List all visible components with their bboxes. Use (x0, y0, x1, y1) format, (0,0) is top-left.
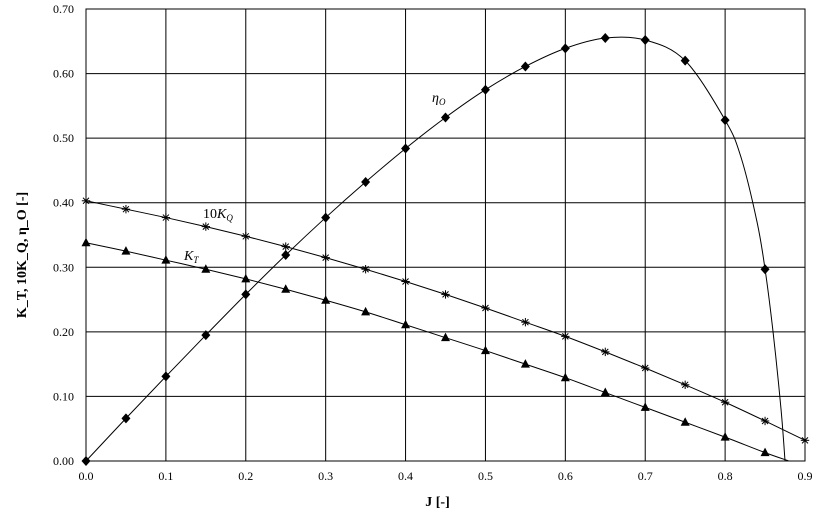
y-tick-label: 0.10 (53, 389, 74, 403)
point-10k-q (521, 317, 530, 327)
point-k-t (321, 295, 331, 304)
point-o (441, 112, 450, 123)
point-o (361, 177, 371, 188)
point-k-t (81, 237, 91, 247)
point-o (760, 264, 770, 275)
point-k-t (361, 306, 371, 316)
series-curves (85, 36, 806, 462)
point-k-t (401, 319, 411, 329)
point-o (241, 289, 251, 300)
point-10k-q (401, 277, 410, 286)
point-k-t (720, 432, 730, 441)
point-o (680, 55, 690, 66)
point-k-t (241, 273, 251, 283)
point-10k-q (81, 196, 91, 205)
y-tick-label: 0.70 (53, 2, 74, 16)
x-axis-title: J [-] (425, 495, 450, 510)
point-k-t (520, 359, 530, 368)
x-tick-label: 0.3 (318, 469, 333, 483)
series-labels: ηO 10KQ KT (183, 91, 446, 265)
point-k-t (201, 264, 211, 273)
point-k-t (480, 345, 490, 355)
point-10k-q (481, 303, 490, 313)
point-k-t (560, 372, 570, 382)
point-k-t (600, 387, 610, 397)
point-10k-q (800, 436, 810, 445)
point-10k-q (161, 213, 171, 222)
point-k-t (680, 417, 690, 426)
x-tick-label: 0.9 (798, 469, 813, 483)
x-tick-label: 0.5 (478, 469, 493, 483)
point-k-t (161, 255, 171, 264)
point-10k-q (121, 204, 131, 214)
point-10k-q (561, 332, 570, 341)
point-10k-q (601, 347, 610, 357)
point-10k-q (201, 222, 211, 231)
point-10k-q (680, 380, 690, 390)
series-line-10k-q (85, 200, 806, 441)
point-o (321, 212, 331, 223)
grid (85, 8, 806, 462)
point-o (600, 33, 610, 44)
x-tick-label: 0.1 (158, 469, 173, 483)
x-tick-labels: 0.0 0.1 0.2 0.3 0.4 0.5 0.6 0.7 0.8 0.9 (79, 469, 813, 483)
plot-frame (85, 8, 806, 462)
x-tick-label: 0.2 (238, 469, 253, 483)
point-10k-q (281, 242, 290, 251)
y-tick-label: 0.40 (53, 196, 74, 210)
point-k-t (281, 284, 291, 293)
point-k-t (441, 332, 450, 342)
point-o (480, 84, 490, 95)
axis-titles: J [-] K_T, 10K_Q, η_O [-] (15, 192, 450, 510)
point-10k-q (321, 253, 330, 262)
y-tick-labels: 0.00 0.10 0.20 0.30 0.40 0.50 0.60 0.70 (53, 2, 74, 468)
series-line-k-t (85, 242, 790, 462)
point-o (161, 371, 171, 382)
point-10k-q (241, 232, 250, 241)
point-o (81, 456, 91, 466)
point-10k-q (760, 416, 770, 426)
point-10k-q (720, 398, 730, 407)
series-label-k-t: KT (183, 249, 199, 265)
x-tick-label: 0.8 (718, 469, 733, 483)
point-k-t (760, 447, 770, 457)
point-o (720, 115, 730, 126)
point-k-t (640, 402, 650, 411)
point-o (281, 250, 291, 261)
point-10k-q (441, 290, 450, 299)
x-tick-label: 0.4 (398, 469, 413, 483)
y-axis-title: K_T, 10K_Q, η_O [-] (15, 192, 30, 318)
point-o (640, 34, 650, 45)
x-tick-label: 0.7 (638, 469, 653, 483)
y-tick-label: 0.30 (53, 260, 74, 274)
series-label-o: ηO (432, 91, 446, 107)
x-tick-label: 0.6 (558, 469, 573, 483)
point-o (201, 330, 211, 341)
x-tick-label: 0.0 (79, 469, 94, 483)
point-o (560, 43, 570, 54)
point-k-t (121, 246, 131, 255)
point-10k-q (361, 265, 370, 274)
point-o (401, 143, 411, 154)
series-markers (81, 33, 810, 466)
point-o (520, 61, 530, 72)
y-tick-label: 0.20 (53, 325, 74, 339)
point-10k-q (641, 363, 650, 373)
point-o (121, 413, 131, 424)
series-label-10k-q: 10KQ (203, 207, 233, 223)
y-tick-label: 0.50 (53, 131, 74, 145)
y-tick-label: 0.00 (53, 454, 74, 468)
y-tick-label: 0.60 (53, 67, 74, 81)
